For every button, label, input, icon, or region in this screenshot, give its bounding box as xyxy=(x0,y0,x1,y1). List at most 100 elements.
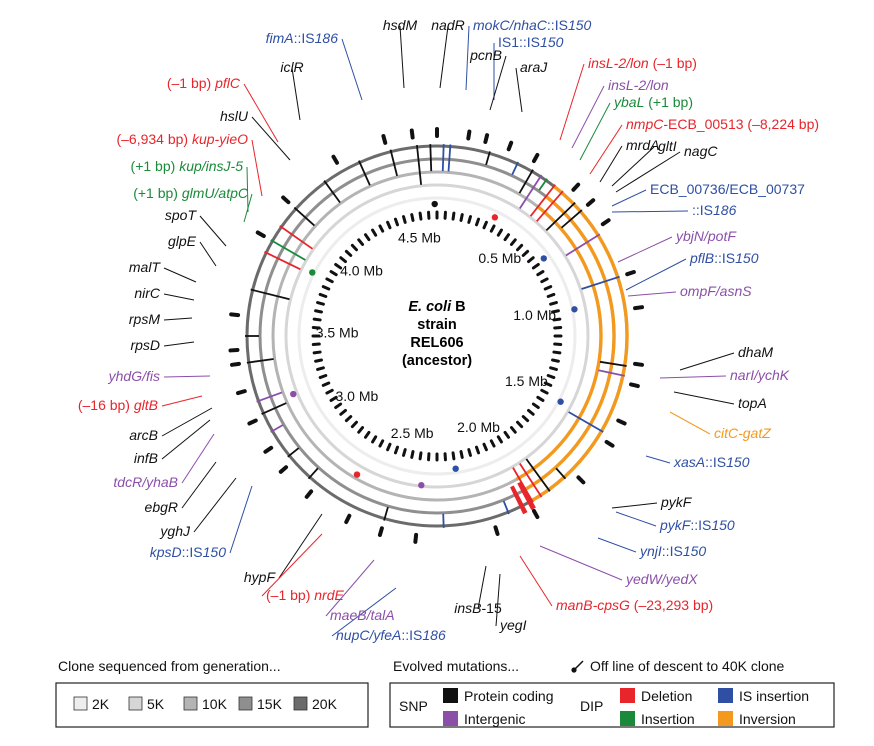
gene-label: insL-2/lon xyxy=(608,77,669,93)
gene-label: manB-cpsG (–23,293 bp) xyxy=(556,597,713,613)
legend-mutation-swatch xyxy=(443,711,458,726)
off-descent-dot xyxy=(309,269,316,276)
site-marker xyxy=(381,134,388,145)
leader-line xyxy=(181,433,215,484)
scale-tick xyxy=(531,402,540,410)
leader-line xyxy=(243,83,279,143)
mutation-mark xyxy=(555,467,567,480)
gene-label: insB-15 xyxy=(454,600,502,616)
off-descent-dot xyxy=(571,306,578,313)
scale-tick xyxy=(527,256,535,264)
site-marker xyxy=(531,508,540,520)
gene-label: (–1 bp) pflC xyxy=(167,75,241,91)
leader-line xyxy=(439,25,449,89)
leader-line xyxy=(539,545,623,581)
scale-tick xyxy=(329,395,338,402)
site-marker xyxy=(633,361,644,367)
gene-label: araJ xyxy=(520,59,548,75)
legend-mutation-swatch xyxy=(718,688,733,703)
position-tick-dots xyxy=(311,210,563,462)
scale-tick xyxy=(459,213,464,222)
scale-tick xyxy=(418,211,423,221)
leader-line xyxy=(477,565,487,610)
gene-label: citC-gatZ xyxy=(714,425,771,441)
scale-tick xyxy=(496,435,503,444)
scale-tick xyxy=(325,277,334,284)
site-marker xyxy=(625,270,636,277)
scale-tick xyxy=(543,381,553,387)
leader-line xyxy=(625,258,687,291)
scale-tick xyxy=(496,228,503,237)
legend-swatch-2K xyxy=(73,696,88,711)
mutation-mark xyxy=(519,462,543,498)
leader-line xyxy=(163,267,197,283)
mutation-mark xyxy=(525,458,551,492)
scale-tick xyxy=(318,374,328,380)
scale-tick xyxy=(552,317,562,322)
gene-label: (–6,934 bp) kup-yieO xyxy=(116,131,248,147)
scale-tick xyxy=(551,358,560,363)
mutation-mark xyxy=(502,500,510,515)
gene-label: (–16 bp) gltB xyxy=(78,397,158,413)
leader-line xyxy=(495,573,501,627)
scale-tick xyxy=(357,426,365,434)
leader-line xyxy=(465,25,470,91)
leader-line xyxy=(679,352,735,371)
mutation-mark xyxy=(598,369,625,377)
scale-tick xyxy=(503,233,511,242)
off-descent-dot xyxy=(491,214,499,221)
site-marker xyxy=(466,129,472,141)
off-descent-dot xyxy=(540,255,547,262)
scale-tick xyxy=(536,395,545,402)
megabase-labels: 0.5 Mb 1.0 Mb 1.5 Mb 2.0 Mb 2.5 Mb 3.0 Mb 3.5 … xyxy=(316,230,557,441)
descent-dot-symbol xyxy=(571,667,577,673)
mutation-mark xyxy=(279,225,314,250)
site-marker xyxy=(506,140,514,152)
mutation-mark xyxy=(447,144,452,172)
mutation-mark xyxy=(256,391,283,403)
scale-tick xyxy=(316,301,325,306)
mutation-mark xyxy=(246,358,274,364)
leader-line xyxy=(161,407,213,437)
leader-line xyxy=(246,166,249,213)
leader-line xyxy=(399,25,405,89)
legend-mutation-label: Protein coding xyxy=(464,688,554,704)
scale-tick xyxy=(321,381,331,387)
scale-tick xyxy=(410,450,415,459)
mutation-mark xyxy=(518,169,534,194)
leader-line xyxy=(163,293,195,301)
scale-tick xyxy=(516,420,524,429)
inversion-arc xyxy=(515,205,603,481)
mutation-mark xyxy=(581,275,620,290)
leader-line xyxy=(617,236,673,263)
leader-line xyxy=(489,55,507,111)
leader-line xyxy=(331,587,397,637)
center-title: E. coli B strain REL606 (ancestor) xyxy=(402,299,472,369)
off-descent-dot xyxy=(418,481,425,489)
scale-tick xyxy=(357,238,365,246)
scale-tick xyxy=(363,233,371,242)
mutation-mark xyxy=(270,424,284,433)
gene-label: topA xyxy=(738,395,767,411)
scale-tick xyxy=(339,256,347,264)
legend-gen-label: 15K xyxy=(257,696,283,712)
clone-rings xyxy=(245,144,629,528)
site-marker xyxy=(263,445,274,454)
mb-label: 4.5 Mb xyxy=(398,230,441,246)
gene-label: hypF xyxy=(244,569,277,585)
legend-generations: Clone sequenced from generation... 2K 5K 1… xyxy=(55,658,369,728)
legend-mutations-title: Evolved mutations... xyxy=(393,658,519,674)
leader-line xyxy=(599,145,623,183)
ring-5K xyxy=(284,183,590,489)
gene-label: xasA::IS150 xyxy=(673,454,750,470)
mutation-mark xyxy=(270,239,306,261)
site-marker xyxy=(409,128,415,140)
site-marker xyxy=(304,489,314,499)
legend-mutations: Evolved mutations... Off line of descent… xyxy=(389,658,835,728)
gene-label: ynjI::IS150 xyxy=(639,543,706,559)
gene-label: glpE xyxy=(168,233,197,249)
mutation-mark xyxy=(599,360,627,367)
scale-tick xyxy=(516,243,524,252)
